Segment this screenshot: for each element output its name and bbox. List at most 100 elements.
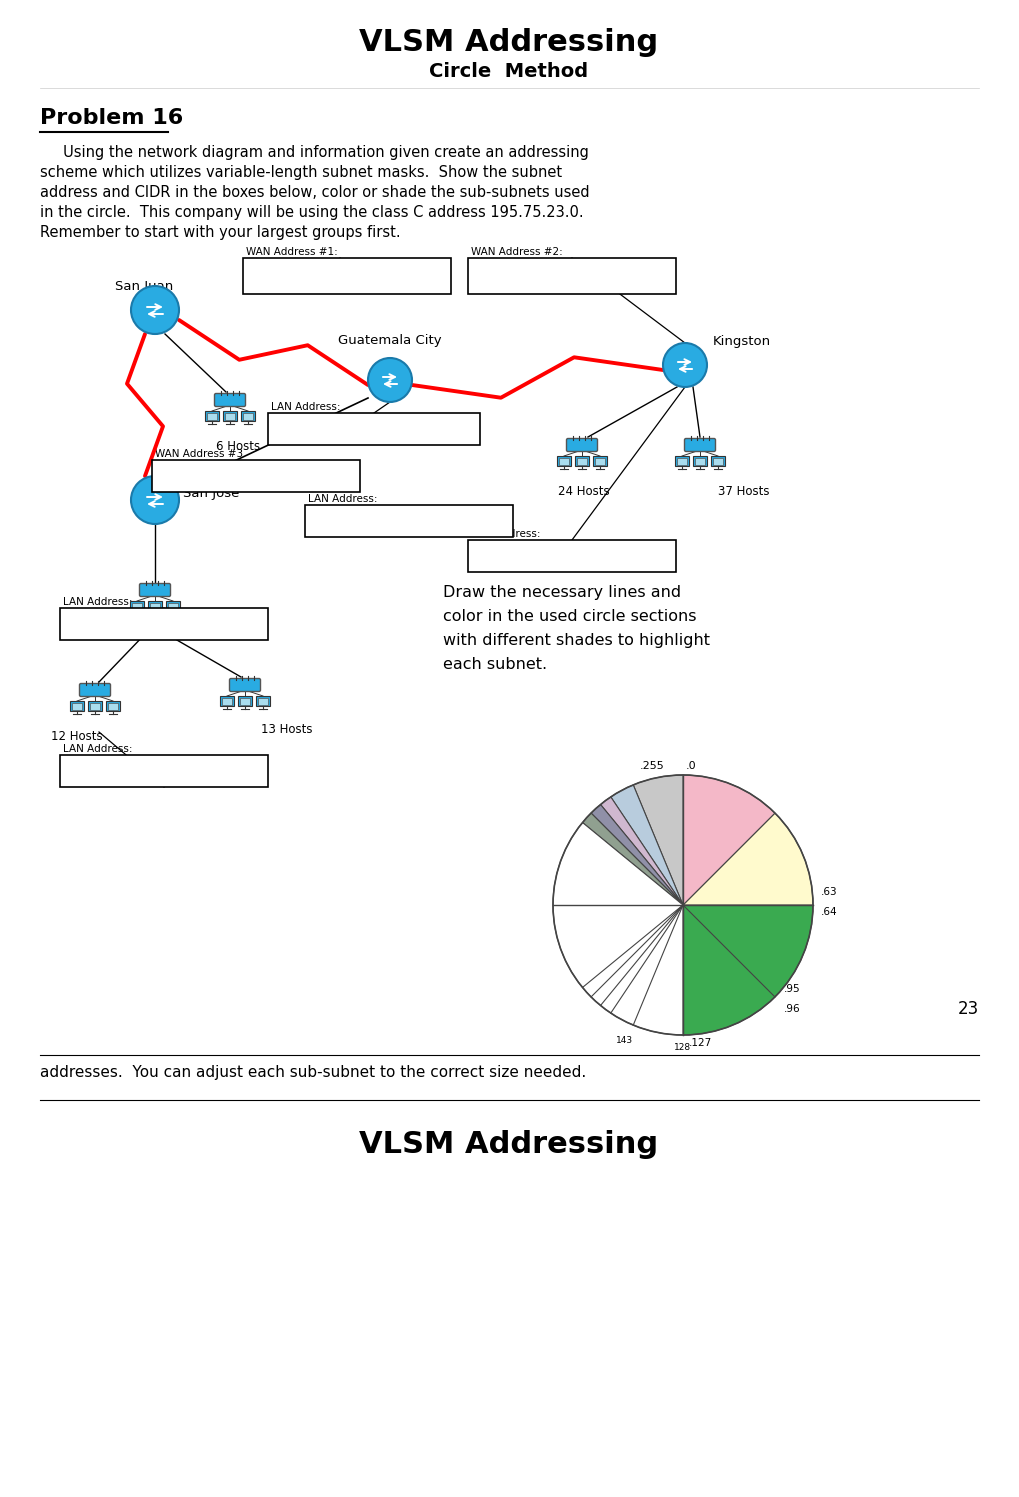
Bar [305,504,513,537]
Text: Draw the necessary lines and: Draw the necessary lines and [443,585,681,600]
Bar [60,608,268,641]
Text: 195.75.23.64/ 27: 195.75.23.64/ 27 [81,762,248,780]
Bar [72,704,82,710]
Text: Circle  Method: Circle Method [429,61,589,81]
Text: 195.75.23.0/ 26: 195.75.23.0/ 26 [493,546,651,564]
FancyBboxPatch shape [229,678,261,692]
Bar [258,698,268,705]
Text: 23: 23 [958,1000,979,1018]
Text: WAN Address #3: WAN Address #3 [155,449,244,460]
Text: .63: .63 [821,886,838,897]
Bar [70,701,84,711]
Bar [242,412,255,421]
Text: VLSM Addressing: VLSM Addressing [360,28,658,57]
Bar [243,413,253,421]
Bar [152,460,360,493]
FancyBboxPatch shape [79,684,110,696]
Bar [90,704,100,710]
Bar [106,701,120,711]
Bar [130,600,144,611]
Text: 195.75.23.96/ 27: 195.75.23.96/ 27 [325,512,493,530]
FancyBboxPatch shape [685,439,715,452]
Text: 6 Hosts: 6 Hosts [216,440,260,454]
Text: color in the used circle sections: color in the used circle sections [443,609,697,624]
Text: San Juan: San Juan [115,280,173,293]
Bar [243,257,451,293]
Bar [577,458,587,466]
Text: San Jose: San Jose [183,488,239,500]
Wedge shape [610,784,683,906]
Bar [468,257,676,293]
Bar [711,457,725,466]
Text: .95: .95 [784,984,800,994]
Bar [468,540,676,572]
Circle shape [368,358,412,403]
Bar [168,603,178,609]
Text: scheme which utilizes variable-length subnet masks.  Show the subnet: scheme which utilizes variable-length su… [40,165,562,180]
Bar [713,458,723,466]
Text: WAN Address #1:: WAN Address #1: [246,247,337,257]
Text: LAN Address:: LAN Address: [63,597,132,606]
Bar [205,412,219,421]
Text: Using the network diagram and information given create an addressing: Using the network diagram and informatio… [40,145,589,160]
Wedge shape [553,822,683,1034]
Bar [693,457,707,466]
Text: addresses.  You can adjust each sub-subnet to the correct size needed.: addresses. You can adjust each sub-subne… [40,1064,586,1079]
Text: 13 Hosts: 13 Hosts [261,723,313,737]
Bar [207,413,217,421]
Bar [222,698,232,705]
Bar [225,413,235,421]
Wedge shape [683,813,813,906]
Text: address and CIDR in the boxes below, color or shade the sub-subnets used: address and CIDR in the boxes below, col… [40,186,590,201]
Text: Problem 16: Problem 16 [40,108,183,129]
Bar [60,754,268,787]
Text: LAN Address:: LAN Address: [308,494,377,504]
FancyBboxPatch shape [215,394,246,407]
Wedge shape [683,906,813,1034]
Text: 143: 143 [615,1036,633,1045]
Bar [148,600,162,611]
Text: each subnet.: each subnet. [443,657,547,672]
Bar [675,457,689,466]
Text: Remember to start with your largest groups first.: Remember to start with your largest grou… [40,225,400,240]
FancyBboxPatch shape [140,584,170,596]
Text: 195.75.23.160/ 30: 195.75.23.160/ 30 [167,467,345,485]
Text: .127: .127 [689,1037,711,1048]
Circle shape [131,286,179,334]
Text: 37 Hosts: 37 Hosts [718,485,769,499]
Text: 24 Hosts: 24 Hosts [558,485,609,499]
Bar [223,412,237,421]
Bar [238,696,252,707]
Text: .0: .0 [686,760,697,771]
Bar [557,457,571,466]
Text: LAN Address:: LAN Address: [471,528,540,539]
Text: LAN Address:: LAN Address: [271,403,340,412]
Text: with different shades to highlight: with different shades to highlight [443,633,710,648]
Wedge shape [591,804,683,906]
Text: Guatemala City: Guatemala City [338,334,441,347]
Text: 195.75.23.144/ 29: 195.75.23.144/ 29 [284,421,464,439]
Bar [268,413,480,445]
Text: .255: .255 [640,760,665,771]
Bar [677,458,687,466]
Text: 12 Hosts: 12 Hosts [51,731,103,743]
Wedge shape [633,775,683,906]
Text: VLSM Addressing: VLSM Addressing [360,1130,658,1159]
Bar [108,704,118,710]
Bar [220,696,234,707]
Text: 195.75.23.156/ 30: 195.75.23.156/ 30 [476,266,667,286]
Text: 195.75.23.128/ 28: 195.75.23.128/ 28 [74,615,254,633]
Text: 195.75.23.152/ 30: 195.75.23.152/ 30 [252,266,442,286]
Bar [593,457,607,466]
Bar [595,458,605,466]
FancyBboxPatch shape [567,439,597,452]
Wedge shape [683,775,774,906]
Text: .96: .96 [784,1004,800,1013]
Text: .64: .64 [821,907,838,916]
Bar [695,458,705,466]
Circle shape [131,476,179,524]
Bar [166,600,180,611]
Text: 128: 128 [675,1043,692,1052]
Circle shape [663,343,707,388]
Text: 12 Hosts: 12 Hosts [177,630,228,644]
